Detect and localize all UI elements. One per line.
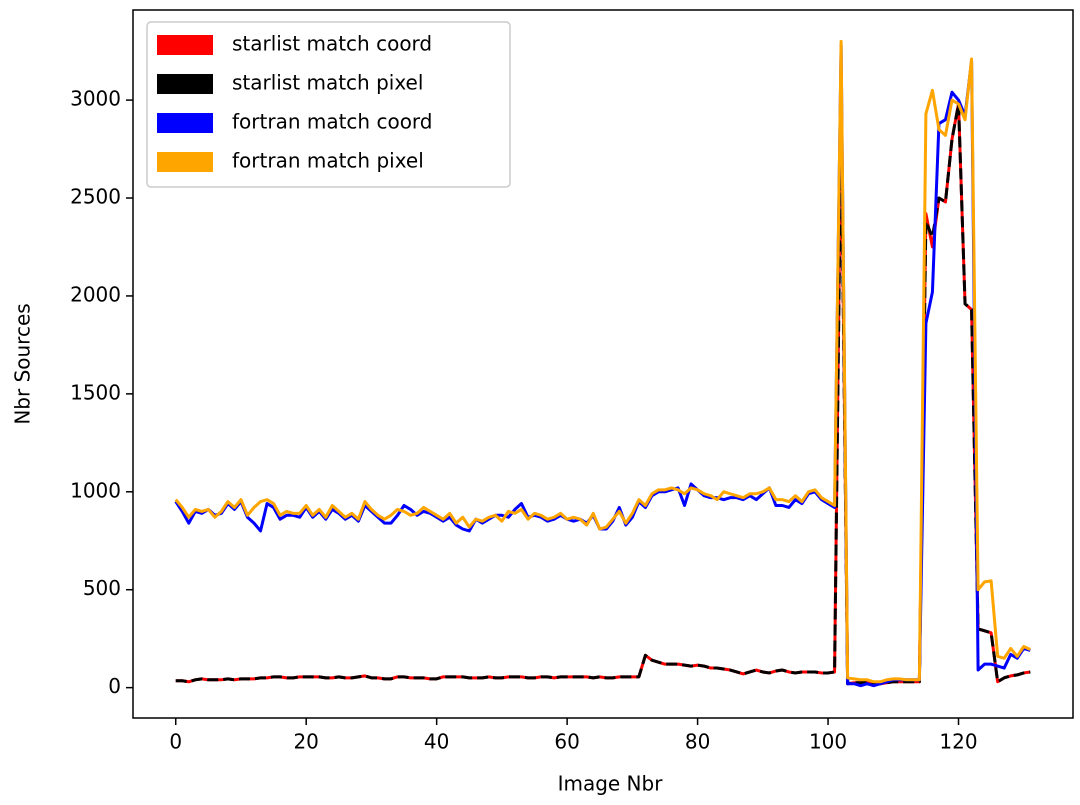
- legend-label: fortran match coord: [232, 110, 433, 134]
- x-tick-label: 40: [424, 730, 449, 754]
- x-tick-label: 60: [554, 730, 579, 754]
- legend-swatch: [157, 35, 213, 55]
- legend-label: fortran match pixel: [232, 149, 424, 173]
- legend-swatch: [157, 74, 213, 94]
- y-tick-label: 2500: [70, 185, 121, 209]
- legend-label: starlist match pixel: [232, 71, 423, 95]
- line-series: [174, 39, 1031, 684]
- y-axis-label: Nbr Sources: [11, 303, 35, 424]
- legend-label: starlist match coord: [232, 32, 432, 56]
- x-tick-label: 20: [293, 730, 318, 754]
- line-series: [175, 102, 1031, 686]
- x-axis-label: Image Nbr: [558, 772, 664, 796]
- y-tick-label: 3000: [70, 87, 121, 111]
- x-tick-label: 0: [169, 730, 182, 754]
- plot-frame: [132, 9, 1074, 719]
- x-tick-label: 120: [939, 730, 977, 754]
- legend-box: [146, 21, 511, 188]
- x-tick-label: 80: [685, 730, 710, 754]
- y-tick-label: 1500: [70, 380, 121, 404]
- legend-swatch: [157, 152, 213, 172]
- line-series: [175, 102, 1031, 686]
- legend-swatch: [157, 113, 213, 133]
- x-tick-label: 100: [809, 730, 847, 754]
- y-tick-label: 2000: [70, 282, 121, 306]
- y-tick-label: 500: [83, 576, 121, 600]
- y-tick-label: 0: [108, 674, 121, 698]
- y-tick-label: 1000: [70, 478, 121, 502]
